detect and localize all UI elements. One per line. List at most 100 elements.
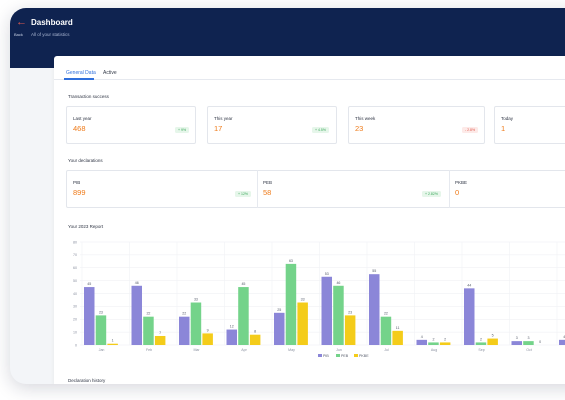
data-label: 22 <box>146 312 150 316</box>
bar-pkbe <box>487 338 498 345</box>
bar-chart: 0102030405060708045231Jan46227Feb22339Ma… <box>73 240 565 358</box>
stat-value: 1 <box>501 124 506 133</box>
stat-value: 899 <box>73 188 86 197</box>
stat-value: 58 <box>263 188 272 197</box>
y-tick-label: 20 <box>73 318 77 322</box>
bar-peb <box>238 287 249 345</box>
stat-label: Today <box>501 116 514 121</box>
bar-pib <box>131 285 142 345</box>
data-label: 44 <box>467 283 471 287</box>
stat-label: PKBE <box>455 180 468 185</box>
stat-this-week: This week 23 - 2.8% <box>348 106 485 144</box>
stat-today: Today 1 <box>494 106 565 144</box>
bar-peb <box>523 341 534 345</box>
stat-value: 0 <box>455 188 460 197</box>
x-tick-label: Jun <box>336 348 342 352</box>
data-label: 33 <box>194 298 198 302</box>
divider <box>449 170 450 208</box>
data-label: 8 <box>254 330 256 334</box>
legend-label: PIB <box>323 354 329 358</box>
back-label[interactable]: Back <box>14 32 23 37</box>
tab-active[interactable]: Active <box>103 70 117 76</box>
declaration-history-label: Declaration history <box>68 378 106 383</box>
stat-this-year: This year 17 + 4.5% <box>207 106 337 144</box>
bar-pib <box>464 288 475 345</box>
y-tick-label: 80 <box>73 240 77 244</box>
bar-peb <box>95 315 107 345</box>
bar-pkbe <box>439 342 451 345</box>
x-tick-label: Apr <box>241 348 247 352</box>
bar-peb <box>285 263 297 345</box>
data-label: 22 <box>384 312 388 316</box>
bar-peb <box>333 285 344 345</box>
data-label: 22 <box>182 312 186 316</box>
data-label: 4 <box>421 335 423 339</box>
data-label: 9 <box>207 328 209 332</box>
bar-peb <box>428 342 439 345</box>
x-tick-label: Oct <box>526 348 532 352</box>
bar-peb <box>475 342 487 345</box>
stat-peb: PEB 58 + 2.82% <box>257 171 447 209</box>
data-label: 4 <box>563 335 565 339</box>
back-arrow-icon[interactable]: ← <box>16 16 27 28</box>
bar-peb <box>143 316 154 345</box>
legend-label: PEB <box>341 354 349 358</box>
bar-pib <box>179 316 190 345</box>
data-label: 12 <box>230 325 234 329</box>
data-label: 5 <box>492 334 494 338</box>
data-label: 7 <box>159 331 161 335</box>
data-label: 2 <box>480 337 482 341</box>
x-tick-label: Sep <box>478 348 484 352</box>
data-label: 23 <box>99 310 103 314</box>
data-label: 2 <box>444 337 446 341</box>
x-tick-label: Jan <box>99 348 105 352</box>
data-label: 45 <box>87 282 91 286</box>
stat-value: 468 <box>73 124 86 133</box>
bar-pkbe <box>392 330 403 345</box>
bar-pib <box>416 339 427 345</box>
legend-swatch <box>318 354 322 357</box>
legend-label: PKBE <box>359 354 369 358</box>
y-tick-label: 10 <box>73 330 77 334</box>
dashboard-card: General Data Active Transaction success … <box>54 56 565 384</box>
trend-badge: + 12% <box>235 191 252 197</box>
tab-general-data[interactable]: General Data <box>66 70 96 76</box>
data-label: 2 <box>432 337 434 341</box>
active-tab-indicator <box>64 78 94 80</box>
bar-peb <box>190 302 202 345</box>
data-label: 63 <box>289 259 293 263</box>
data-label: 3 <box>527 336 529 340</box>
report-chart: 0 10 20 30 40 50 60 70 80 45 23 1 Jan 46 22 7 Feb 22 33 9 Ma… <box>66 240 565 370</box>
stat-value: 23 <box>355 124 364 133</box>
bar-peb <box>380 316 392 345</box>
y-tick-label: 60 <box>73 266 77 270</box>
stat-label: PIB <box>73 180 81 185</box>
bar-pkbe <box>297 302 308 345</box>
bar-pkbe <box>344 315 356 345</box>
y-tick-label: 30 <box>73 305 77 309</box>
y-tick-label: 50 <box>73 279 77 283</box>
divider <box>257 170 258 208</box>
stat-label: Last year <box>73 116 92 121</box>
data-label: 0 <box>539 340 541 344</box>
bar-pkbe <box>107 343 118 345</box>
data-label: 25 <box>277 308 281 312</box>
stat-label: PEB <box>263 180 273 185</box>
x-tick-label: May <box>288 348 295 352</box>
data-label: 11 <box>396 326 400 330</box>
bar-pib <box>274 312 285 345</box>
y-tick-label: 70 <box>73 253 77 257</box>
page-subtitle: All of your statistics <box>31 32 70 37</box>
declarations-box: PIB 899 + 12% PEB 58 + 2.82% PKBE 0 <box>66 170 565 208</box>
tab-bar: General Data Active <box>54 56 565 80</box>
data-label: 53 <box>325 272 329 276</box>
legend-swatch <box>336 354 340 357</box>
legend-swatch <box>354 354 358 357</box>
trend-badge: + 2.82% <box>422 191 441 197</box>
data-label: 23 <box>348 310 352 314</box>
trend-badge: + 9% <box>175 127 190 133</box>
stat-pkbe: PKBE 0 <box>449 171 565 209</box>
data-label: 3 <box>516 336 518 340</box>
stat-label: This year <box>214 116 233 121</box>
bar-pkbe <box>154 335 166 345</box>
